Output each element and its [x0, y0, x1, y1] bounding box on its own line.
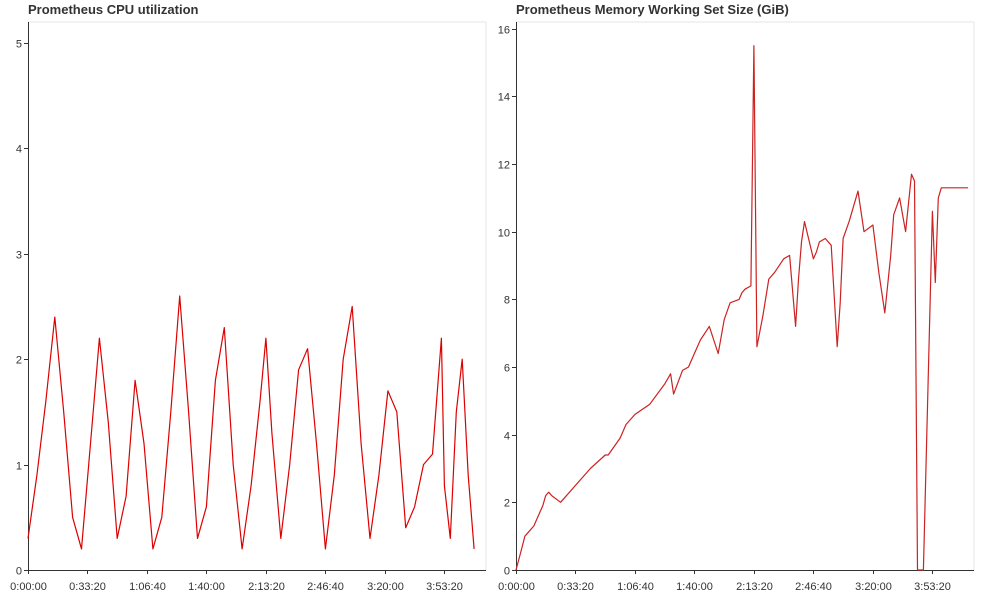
cpu-y-tick-label: 4 — [16, 144, 22, 156]
memory-x-tick-label: 2:13:20 — [736, 581, 773, 593]
memory-y-tick-label: 16 — [498, 25, 510, 37]
memory-x-tick-label: 1:40:00 — [676, 581, 713, 593]
memory-x-tick-label: 3:20:00 — [855, 581, 892, 593]
memory-x-tick-label: 2:46:40 — [795, 581, 832, 593]
memory-x-tick-label: 0:33:20 — [557, 581, 594, 593]
memory-chart-title: Prometheus Memory Working Set Size (GiB) — [516, 2, 789, 17]
cpu-x-tick-label: 0:33:20 — [69, 581, 106, 593]
cpu-y-tick-label: 2 — [16, 355, 22, 367]
cpu-x-tick-label: 2:46:40 — [307, 581, 344, 593]
memory-y-tick-label: 10 — [498, 228, 510, 240]
cpu-y-tick-label: 3 — [16, 250, 22, 262]
cpu-series-line — [27, 295, 475, 550]
cpu-x-tick-label: 3:20:00 — [367, 581, 404, 593]
memory-y-tick-label: 14 — [498, 92, 510, 104]
memory-x-tick-label: 0:00:00 — [498, 581, 535, 593]
cpu-x-tick-label: 3:53:20 — [426, 581, 463, 593]
memory-x-tick-label: 1:06:40 — [617, 581, 654, 593]
memory-y-tick-label: 6 — [504, 363, 510, 375]
cpu-x-tick-label: 1:40:00 — [188, 581, 225, 593]
memory-series-line — [515, 45, 969, 571]
cpu-x-tick-label: 0:00:00 — [10, 581, 47, 593]
memory-y-tick-label: 8 — [504, 295, 510, 307]
cpu-x-tick-label: 1:06:40 — [129, 581, 166, 593]
memory-y-tick-label: 12 — [498, 160, 510, 172]
cpu-chart-title: Prometheus CPU utilization — [28, 2, 199, 17]
memory-x-tick-label: 3:53:20 — [914, 581, 951, 593]
memory-y-tick-label: 0 — [504, 566, 510, 578]
cpu-x-tick-label: 2:13:20 — [248, 581, 285, 593]
memory-y-tick-label: 2 — [504, 498, 510, 510]
cpu-y-tick-label: 1 — [16, 461, 22, 473]
cpu-y-tick-label: 0 — [16, 566, 22, 578]
memory-y-tick-label: 4 — [504, 431, 510, 443]
cpu-y-tick-label: 5 — [16, 39, 22, 51]
